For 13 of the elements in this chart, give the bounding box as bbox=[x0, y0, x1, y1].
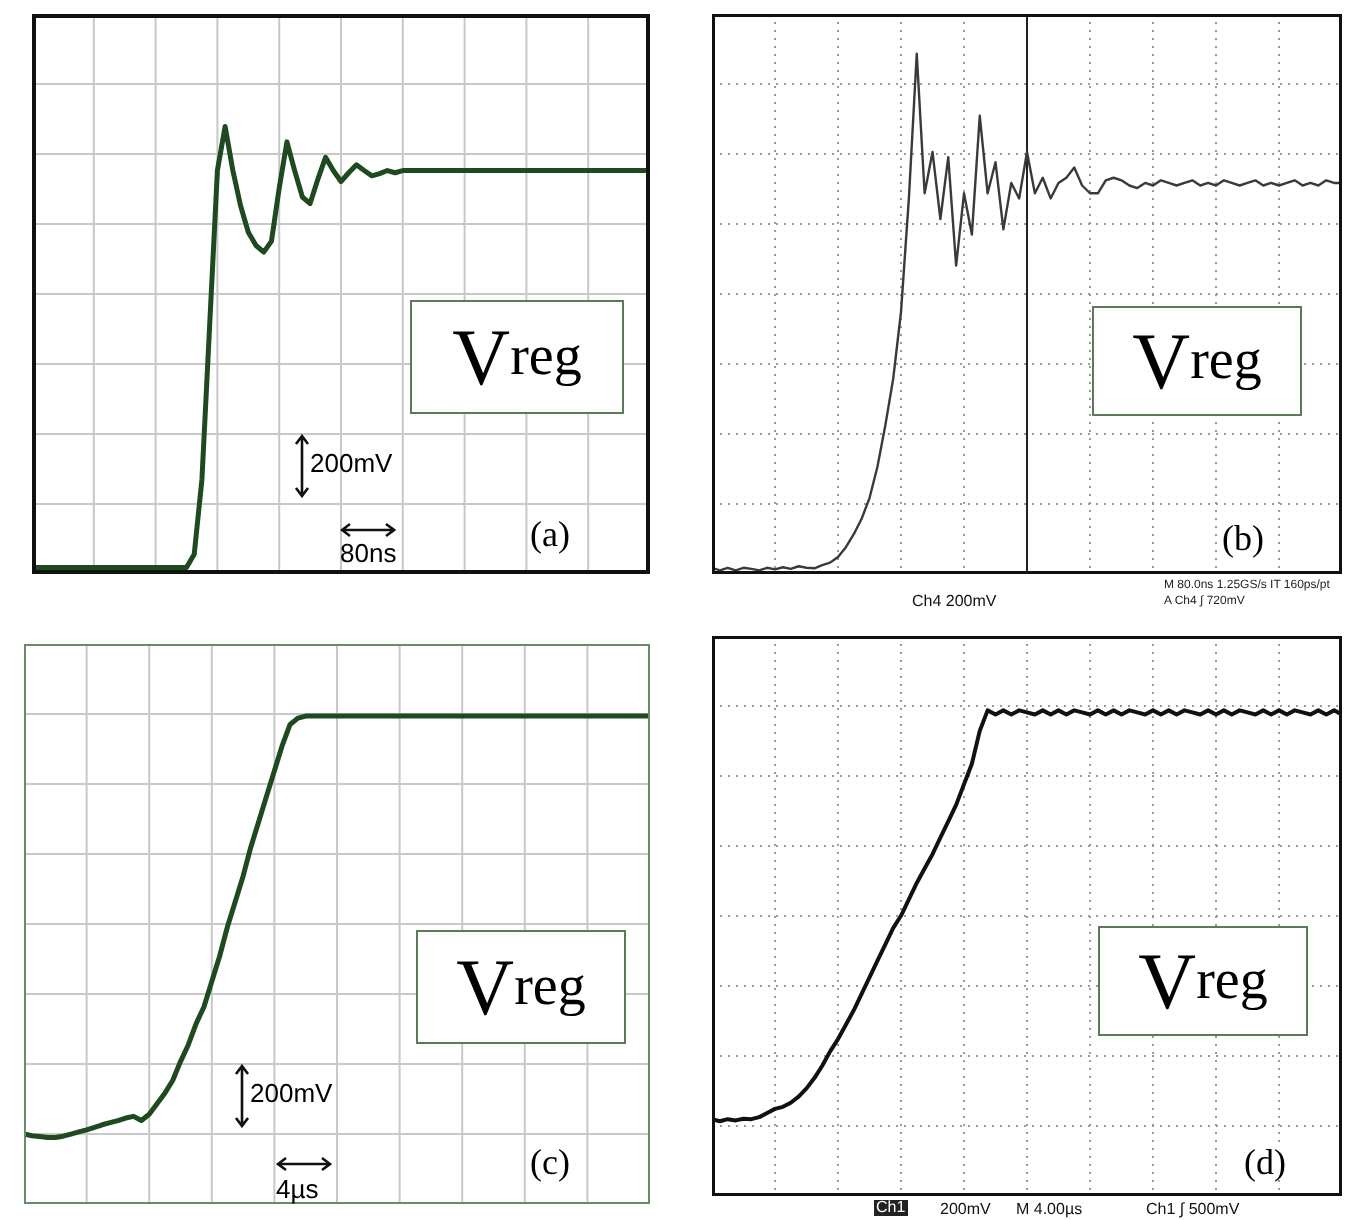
text: (d) bbox=[1244, 1142, 1286, 1182]
text: 4µs bbox=[276, 1174, 319, 1204]
text: 200mV bbox=[940, 1200, 991, 1218]
annotation: 200mV bbox=[250, 1078, 333, 1108]
annotation: 200mV bbox=[310, 448, 393, 478]
text: Ch4 200mV bbox=[912, 592, 997, 610]
text: Ch1 bbox=[874, 1198, 908, 1216]
text: (c) bbox=[530, 1142, 570, 1182]
text: Ch1 ∫ 500mV bbox=[1146, 1200, 1240, 1218]
annotation: 80ns bbox=[340, 538, 397, 568]
annotation: (b) bbox=[1222, 518, 1264, 558]
annotation: (a) bbox=[530, 514, 570, 554]
text: M 4.00µs bbox=[1016, 1200, 1083, 1218]
